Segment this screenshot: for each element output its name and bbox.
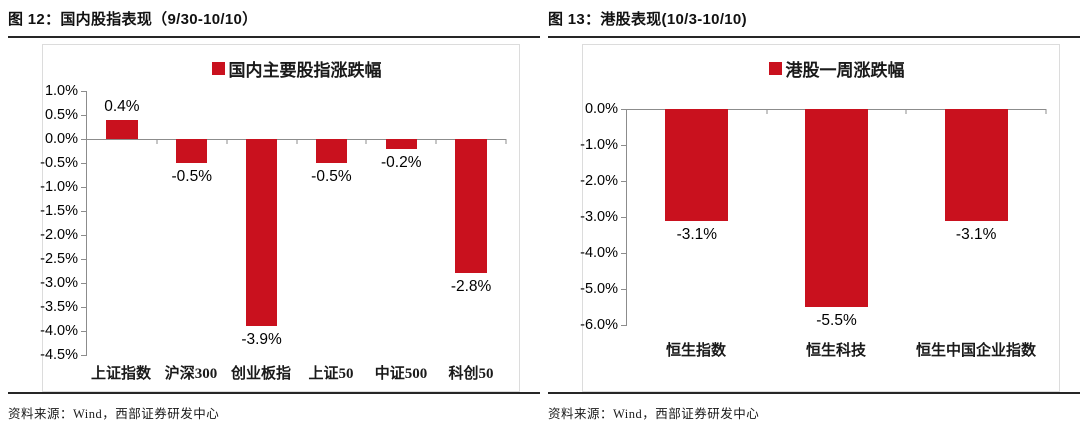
- plot-row: 0.0% -1.0% -2.0% -3.0% -4.0% -5.0% -6.0% -3.1%…: [580, 101, 1059, 333]
- y-axis-tick-mark: [81, 163, 87, 164]
- bar: [106, 119, 138, 139]
- x-axis-category-label: 创业板指: [230, 366, 291, 382]
- chart-legend: 国内主要股指涨跌幅: [86, 57, 507, 80]
- category-tick-mark: [505, 139, 507, 144]
- bar: [385, 139, 417, 149]
- figure-title: 图 13：港股表现(10/3-10/10): [548, 8, 1080, 38]
- x-axis-labels: 上证指数 沪深300 创业板指 上证50 中证500 科创50: [86, 362, 506, 383]
- legend-label: 港股一周涨跌幅: [785, 60, 905, 80]
- x-axis-labels: 恒生指数 恒生科技 恒生中国企业指数: [626, 339, 1046, 360]
- legend-swatch-icon: [768, 61, 782, 75]
- y-axis-tick-mark: [81, 307, 87, 308]
- bar: [455, 139, 487, 274]
- y-axis-tick-mark: [81, 115, 87, 116]
- y-axis-tick-mark: [81, 283, 87, 284]
- bar-value-label: -0.5%: [311, 168, 352, 185]
- y-axis-tick-mark: [81, 331, 87, 332]
- y-axis-tick-mark: [81, 187, 87, 188]
- y-axis-tick-label: -0.5%: [40, 155, 78, 171]
- y-axis-tick-label: -1.0%: [580, 136, 618, 153]
- bar: [176, 139, 208, 163]
- category-tick-mark: [1045, 109, 1047, 114]
- x-axis-category-label: 沪深300: [164, 366, 218, 382]
- y-axis-tick-label: -1.5%: [40, 203, 78, 219]
- y-axis-tick-label: -2.0%: [580, 172, 618, 189]
- y-axis-tick-mark: [81, 139, 87, 140]
- footer-divider: [548, 392, 1080, 394]
- y-axis: 1.0% 0.5% 0.0% -0.5% -1.0% -1.5% -2.0% -2.5% -3.…: [40, 83, 86, 363]
- source-note: 资料来源：Wind，西部证券研发中心: [548, 407, 760, 421]
- bar: [315, 139, 348, 163]
- bar: [245, 139, 278, 327]
- y-axis-tick-mark: [621, 325, 627, 326]
- x-axis-category-label: 上证指数: [90, 366, 151, 382]
- bar-value-label: -0.2%: [381, 153, 422, 171]
- bar-value-label: -2.8%: [450, 278, 492, 296]
- bar: [944, 109, 1008, 221]
- x-axis-category-label: 中证500: [374, 366, 428, 382]
- x-axis-category-label: 科创50: [448, 366, 494, 382]
- y-axis-tick-mark: [621, 289, 627, 290]
- y-axis-tick-mark: [621, 144, 627, 146]
- x-axis-category-label: 恒生中国企业指数: [915, 343, 1036, 359]
- chart-legend: 港股一周涨跌幅: [626, 57, 1047, 80]
- source-note: 资料来源：Wind，西部证券研发中心: [8, 407, 220, 421]
- bar-value-label: -5.5%: [816, 312, 857, 329]
- y-axis-tick-mark: [621, 217, 627, 218]
- plot-area: 0.4% -0.5% -3.9% -0.5% -0.2% -2.8%: [81, 91, 507, 356]
- y-axis-tick-mark: [621, 252, 627, 254]
- footer-divider: [8, 392, 540, 394]
- bar-value-label: -3.9%: [241, 331, 282, 349]
- chart-panel-hk-indices: 图 13：港股表现(10/3-10/10) 港股一周涨跌幅 0.0% -1.0% -…: [548, 0, 1080, 438]
- y-axis-tick-label: -4.0%: [40, 323, 78, 339]
- category-tick-mark: [766, 109, 768, 114]
- bar-value-label: -3.1%: [955, 225, 997, 243]
- y-axis-tick-label: -6.0%: [580, 317, 618, 333]
- y-axis-tick-label: -1.0%: [40, 179, 78, 195]
- legend-swatch-icon: [211, 61, 225, 75]
- category-tick-mark: [296, 139, 297, 144]
- y-axis-tick-label: -2.0%: [40, 227, 78, 243]
- y-axis-tick-label: 0.0%: [44, 131, 78, 147]
- bar-value-label: 0.4%: [104, 97, 140, 115]
- bar-value-label: -0.5%: [171, 168, 213, 185]
- y-axis-tick-mark: [621, 180, 627, 182]
- y-axis-tick-mark: [81, 235, 87, 236]
- chart-area: 港股一周涨跌幅 0.0% -1.0% -2.0% -3.0% -4.0% -5.0% -6.…: [580, 44, 1060, 392]
- y-axis-tick-label: 1.0%: [44, 83, 78, 99]
- y-axis: 0.0% -1.0% -2.0% -3.0% -4.0% -5.0% -6.0%: [580, 101, 626, 333]
- x-axis-category-label: 上证50: [308, 366, 354, 382]
- x-axis-category-label: 恒生指数: [665, 343, 726, 359]
- y-axis-tick-label: 0.5%: [44, 107, 78, 123]
- y-axis-tick-label: -3.0%: [580, 209, 618, 225]
- category-tick-mark: [365, 139, 367, 144]
- y-axis-tick-mark: [81, 91, 87, 92]
- figure-title: 图 12：国内股指表现（9/30-10/10）: [8, 8, 540, 38]
- y-axis-tick-mark: [81, 211, 87, 212]
- category-tick-mark: [905, 109, 907, 114]
- y-axis-tick-label: -3.0%: [40, 275, 78, 291]
- chart-panel-domestic-indices: 图 12：国内股指表现（9/30-10/10） 国内主要股指涨跌幅 1.0% 0.…: [8, 0, 540, 438]
- category-tick-mark: [226, 139, 228, 144]
- y-axis-tick-label: -4.0%: [580, 244, 618, 261]
- y-axis-tick-label: -5.0%: [580, 281, 618, 297]
- y-axis-tick-label: 0.0%: [584, 101, 618, 117]
- category-tick-mark: [156, 139, 158, 144]
- chart-area: 国内主要股指涨跌幅 1.0% 0.5% 0.0% -0.5% -1.0% -1.5% -2.…: [40, 44, 520, 392]
- y-axis-tick-mark: [81, 355, 87, 356]
- plot-area: -3.1% -5.5% -3.1%: [621, 109, 1047, 329]
- y-axis-tick-label: -4.5%: [40, 347, 78, 363]
- bar: [665, 109, 729, 221]
- y-axis-tick-label: -2.5%: [40, 251, 78, 267]
- y-axis-tick-label: -3.5%: [40, 299, 78, 315]
- legend-label: 国内主要股指涨跌幅: [228, 60, 382, 80]
- plot-row: 1.0% 0.5% 0.0% -0.5% -1.0% -1.5% -2.0% -2.5% -3.…: [40, 83, 519, 363]
- bar: [805, 109, 868, 307]
- y-axis-tick-mark: [621, 109, 627, 110]
- x-axis-category-label: 恒生科技: [805, 343, 866, 359]
- y-axis-tick-mark: [81, 259, 87, 260]
- bar-value-label: -3.1%: [676, 225, 718, 243]
- category-tick-mark: [435, 139, 437, 144]
